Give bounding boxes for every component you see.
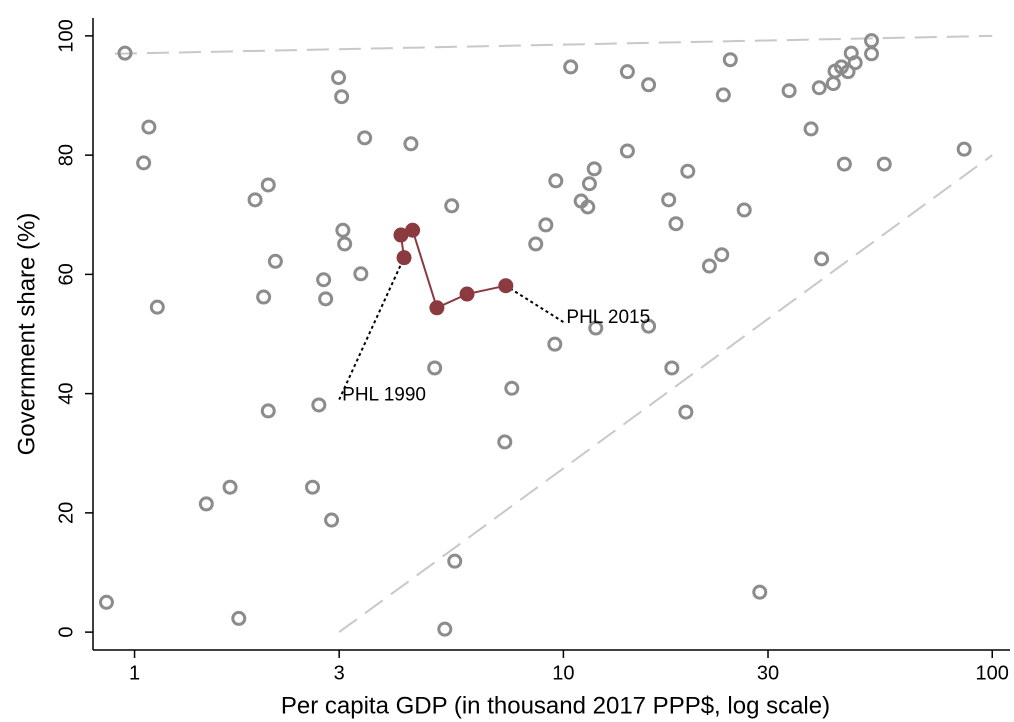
- x-tick-label: 30: [757, 662, 779, 684]
- point: [528, 236, 544, 252]
- point: [840, 64, 856, 80]
- point: [864, 46, 880, 62]
- highlight-line: [399, 228, 507, 310]
- point: [847, 55, 863, 71]
- point: [324, 512, 340, 528]
- reference-line: [114, 34, 993, 55]
- y-axis-title: Government share (%): [13, 213, 40, 456]
- point: [876, 156, 892, 172]
- point: [722, 52, 738, 68]
- point: [337, 236, 353, 252]
- x-tick-label: 10: [552, 662, 574, 684]
- point: [267, 253, 283, 269]
- highlight-point: [405, 222, 421, 238]
- y-tick-label: 100: [55, 19, 77, 52]
- point: [444, 198, 460, 214]
- x-tick-label: 1: [129, 662, 140, 684]
- point: [678, 404, 694, 420]
- point: [247, 192, 263, 208]
- point: [836, 156, 852, 172]
- point: [198, 496, 214, 512]
- point: [580, 199, 596, 215]
- point: [814, 251, 830, 267]
- point: [701, 258, 717, 274]
- annotation-leader: [338, 257, 405, 401]
- point: [664, 360, 680, 376]
- annotation-leader: [505, 284, 564, 323]
- point: [956, 141, 972, 157]
- point: [680, 163, 696, 179]
- point: [803, 121, 819, 137]
- point: [353, 266, 369, 282]
- point: [260, 403, 276, 419]
- point: [222, 479, 238, 495]
- point: [260, 177, 276, 193]
- point: [641, 77, 657, 93]
- point: [98, 594, 114, 610]
- point: [504, 380, 520, 396]
- highlight-point: [429, 300, 445, 316]
- point: [864, 33, 880, 49]
- point: [318, 291, 334, 307]
- x-tick-label: 100: [976, 662, 1009, 684]
- point: [714, 247, 730, 263]
- point: [752, 584, 768, 600]
- y-tick-label: 20: [55, 502, 77, 524]
- point: [715, 87, 731, 103]
- point: [231, 610, 247, 626]
- point: [331, 70, 347, 86]
- point: [136, 155, 152, 171]
- highlight-point: [459, 286, 475, 302]
- point: [641, 318, 657, 334]
- point: [619, 64, 635, 80]
- point: [563, 59, 579, 75]
- point: [497, 434, 513, 450]
- point: [311, 397, 327, 413]
- point: [335, 222, 351, 238]
- point: [427, 360, 443, 376]
- point: [357, 130, 373, 146]
- point: [117, 45, 133, 61]
- y-tick-label: 0: [55, 627, 77, 638]
- point: [811, 80, 827, 96]
- point: [256, 289, 272, 305]
- point: [588, 320, 604, 336]
- annotation: PHL 2015: [566, 307, 650, 328]
- highlight-point: [396, 250, 412, 266]
- point: [447, 553, 463, 569]
- point: [437, 621, 453, 637]
- point: [586, 161, 602, 177]
- point: [548, 173, 564, 189]
- point: [538, 217, 554, 233]
- point: [316, 272, 332, 288]
- highlight-point: [393, 227, 409, 243]
- annotation: PHL 1990: [342, 385, 426, 406]
- point: [547, 336, 563, 352]
- x-axis-title: Per capita GDP (in thousand 2017 PPP$, l…: [281, 692, 830, 719]
- point: [141, 119, 157, 135]
- y-tick-label: 40: [55, 382, 77, 404]
- point: [334, 89, 350, 105]
- highlight-point: [498, 278, 514, 294]
- y-tick-label: 80: [55, 144, 77, 166]
- point: [781, 83, 797, 99]
- point: [661, 192, 677, 208]
- y-tick-label: 60: [55, 263, 77, 285]
- x-tick-label: 3: [334, 662, 345, 684]
- point: [619, 143, 635, 159]
- point: [825, 76, 841, 92]
- reference-line: [338, 154, 993, 633]
- point: [581, 176, 597, 192]
- point: [736, 202, 752, 218]
- point: [305, 479, 321, 495]
- point: [668, 216, 684, 232]
- point: [403, 136, 419, 152]
- point: [149, 299, 165, 315]
